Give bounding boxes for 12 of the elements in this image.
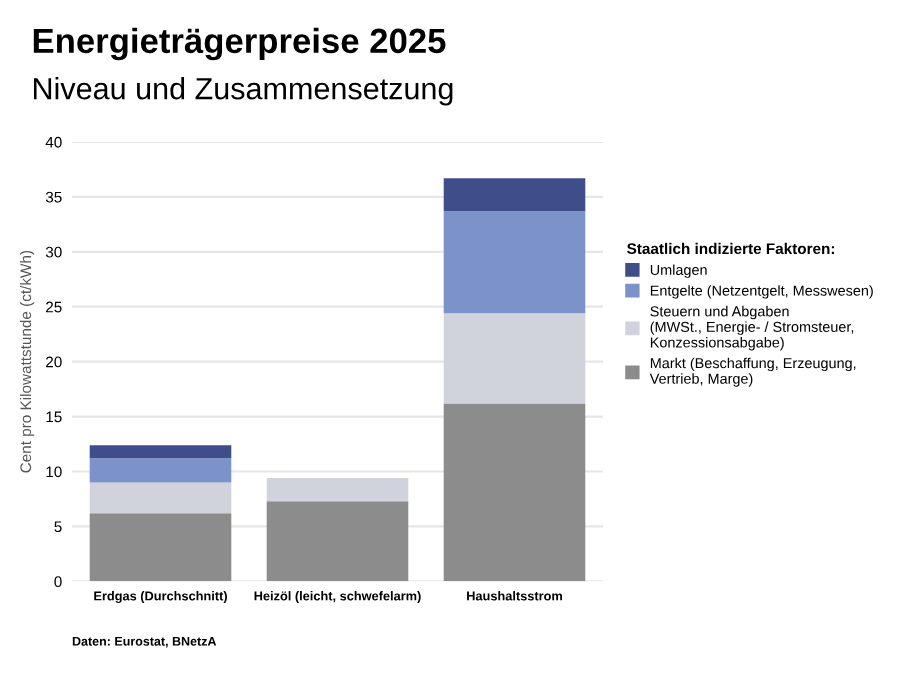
- bar: [266, 501, 409, 582]
- bar: [266, 478, 409, 502]
- bar: [443, 211, 586, 314]
- bar: [443, 403, 586, 582]
- bar: [443, 178, 586, 212]
- bar: [89, 513, 232, 582]
- bar: [89, 445, 232, 459]
- chart-title: Energieträgerpreise 2025: [33, 27, 446, 61]
- bar: [89, 482, 232, 514]
- bar: [443, 313, 586, 404]
- bar: [89, 458, 232, 483]
- chart-subtitle: Niveau und Zusammensetzung: [34, 77, 453, 106]
